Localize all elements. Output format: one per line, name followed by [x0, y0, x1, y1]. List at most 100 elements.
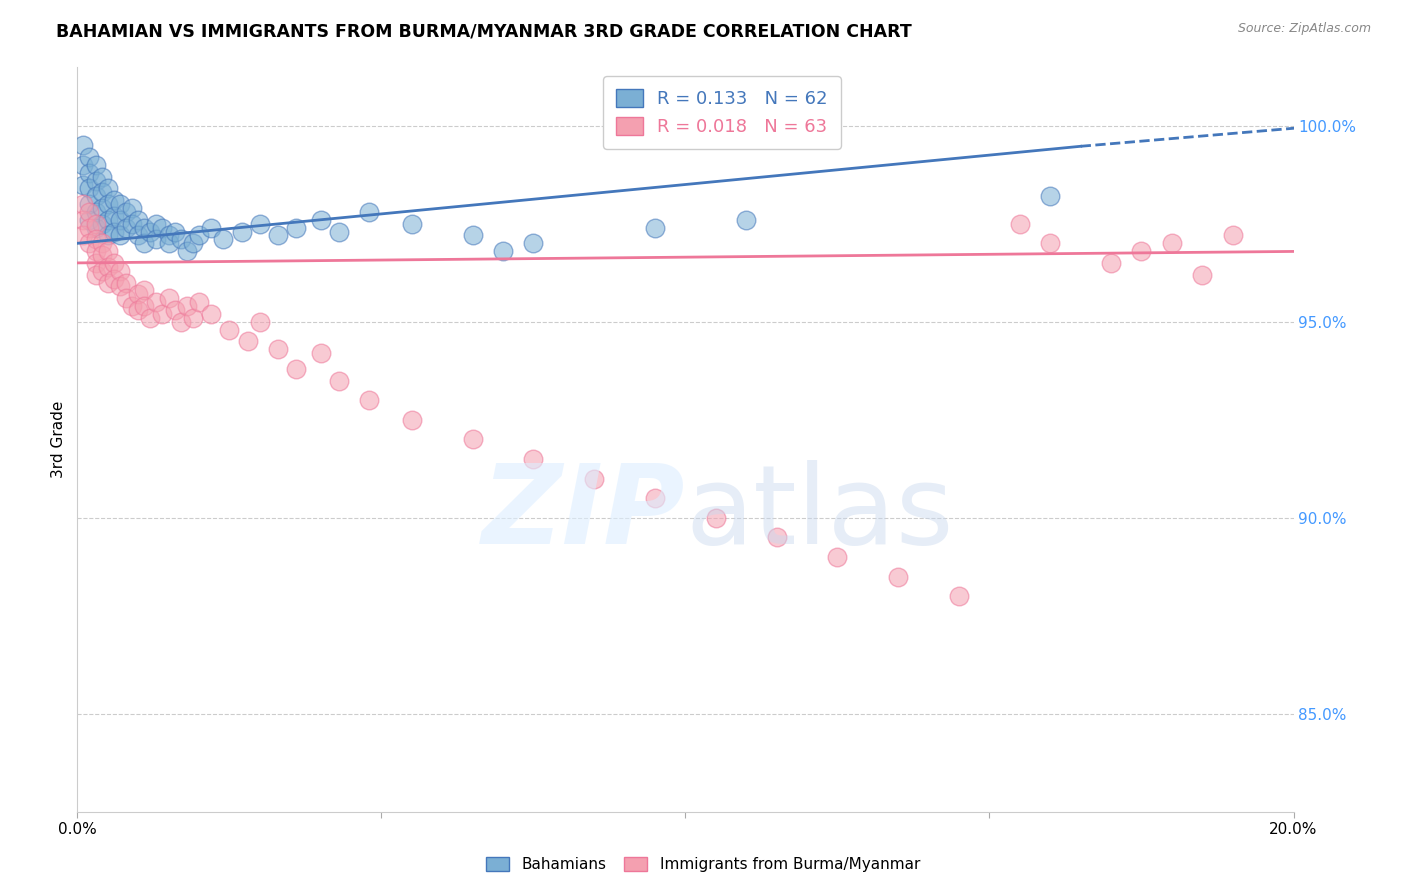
- Point: [583, 471, 606, 485]
- Point: [90, 236, 112, 251]
- Point: [72, 138, 94, 153]
- Point: [97, 181, 120, 195]
- Point: [79, 197, 101, 211]
- Point: [522, 451, 544, 466]
- Point: [145, 232, 167, 246]
- Point: [1039, 236, 1062, 251]
- Point: [90, 201, 112, 215]
- Point: [97, 212, 120, 227]
- Point: [90, 217, 112, 231]
- Point: [84, 205, 107, 219]
- Point: [181, 310, 204, 325]
- Point: [267, 228, 290, 243]
- Point: [236, 334, 259, 349]
- Point: [72, 228, 94, 243]
- Point: [249, 315, 271, 329]
- Point: [231, 225, 253, 239]
- Point: [108, 264, 131, 278]
- Point: [163, 302, 186, 317]
- Point: [134, 284, 156, 298]
- Point: [127, 302, 149, 317]
- Point: [401, 413, 423, 427]
- Point: [176, 299, 198, 313]
- Point: [79, 212, 101, 227]
- Point: [163, 225, 186, 239]
- Point: [152, 220, 174, 235]
- Point: [181, 236, 204, 251]
- Point: [79, 166, 101, 180]
- Legend: R = 0.133   N = 62, R = 0.018   N = 63: R = 0.133 N = 62, R = 0.018 N = 63: [603, 76, 841, 149]
- Point: [170, 315, 193, 329]
- Text: ZIP: ZIP: [482, 460, 686, 567]
- Point: [309, 212, 332, 227]
- Text: BAHAMIAN VS IMMIGRANTS FROM BURMA/MYANMAR 3RD GRADE CORRELATION CHART: BAHAMIAN VS IMMIGRANTS FROM BURMA/MYANMA…: [56, 22, 912, 40]
- Point: [212, 232, 235, 246]
- Point: [108, 279, 131, 293]
- Point: [97, 260, 120, 274]
- Point: [134, 236, 156, 251]
- Point: [188, 228, 211, 243]
- Point: [176, 244, 198, 259]
- Point: [90, 169, 112, 184]
- Point: [145, 295, 167, 310]
- Point: [285, 220, 308, 235]
- Point: [1130, 244, 1153, 259]
- Point: [139, 225, 162, 239]
- Point: [127, 228, 149, 243]
- Point: [97, 276, 120, 290]
- Point: [79, 150, 101, 164]
- Y-axis label: 3rd Grade: 3rd Grade: [51, 401, 66, 478]
- Point: [103, 256, 125, 270]
- Point: [1039, 189, 1062, 203]
- Point: [200, 220, 222, 235]
- Point: [139, 310, 162, 325]
- Point: [1161, 236, 1184, 251]
- Point: [115, 205, 138, 219]
- Point: [644, 220, 666, 235]
- Point: [103, 225, 125, 239]
- Point: [461, 228, 484, 243]
- Point: [121, 201, 143, 215]
- Point: [84, 256, 107, 270]
- Point: [249, 217, 271, 231]
- Point: [134, 220, 156, 235]
- Point: [359, 205, 381, 219]
- Point: [84, 232, 107, 246]
- Point: [115, 276, 138, 290]
- Point: [152, 307, 174, 321]
- Point: [108, 212, 131, 227]
- Point: [84, 268, 107, 282]
- Point: [127, 287, 149, 301]
- Point: [1191, 268, 1213, 282]
- Point: [644, 491, 666, 505]
- Point: [103, 209, 125, 223]
- Point: [765, 530, 787, 544]
- Point: [84, 189, 107, 203]
- Point: [108, 228, 131, 243]
- Point: [157, 236, 180, 251]
- Point: [84, 158, 107, 172]
- Point: [827, 549, 849, 564]
- Point: [170, 232, 193, 246]
- Point: [328, 374, 350, 388]
- Point: [157, 291, 180, 305]
- Point: [115, 291, 138, 305]
- Point: [79, 220, 101, 235]
- Point: [72, 158, 94, 172]
- Point: [188, 295, 211, 310]
- Point: [121, 299, 143, 313]
- Legend: Bahamians, Immigrants from Burma/Myanmar: Bahamians, Immigrants from Burma/Myanmar: [478, 849, 928, 880]
- Point: [103, 271, 125, 285]
- Point: [90, 264, 112, 278]
- Point: [359, 393, 381, 408]
- Point: [218, 322, 240, 336]
- Point: [461, 433, 484, 447]
- Point: [522, 236, 544, 251]
- Point: [157, 228, 180, 243]
- Point: [285, 361, 308, 376]
- Point: [1222, 228, 1244, 243]
- Point: [267, 342, 290, 356]
- Point: [97, 197, 120, 211]
- Point: [887, 569, 910, 583]
- Point: [309, 346, 332, 360]
